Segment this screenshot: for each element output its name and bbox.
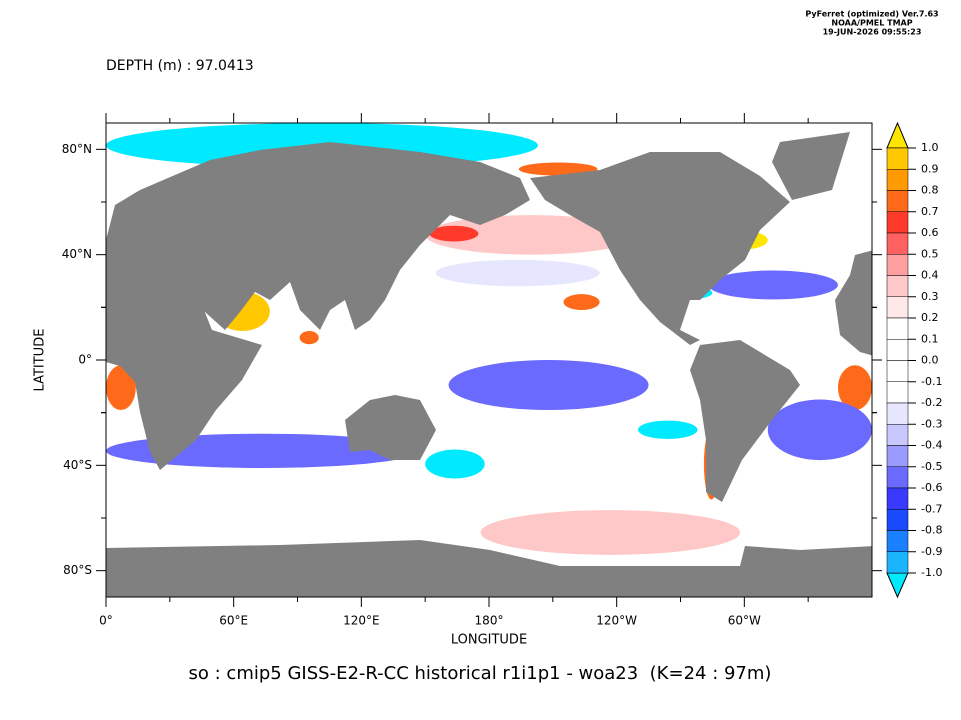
colorbar-bottom (886, 572, 909, 599)
y-tick-label: 40°S (63, 458, 92, 472)
x-tick-label: 120°W (596, 614, 637, 628)
colorbar-label: 0.0 (921, 354, 939, 367)
field-patch (448, 360, 649, 411)
colorbar-label: 0.6 (921, 226, 939, 239)
plot-area (106, 123, 872, 597)
field-patch (425, 449, 485, 479)
colorbar-band (886, 402, 909, 425)
field-patch (480, 510, 741, 555)
colorbar-band (886, 317, 909, 340)
field-patch (299, 331, 319, 345)
colorbar-label: -0.6 (921, 481, 942, 494)
colorbar-label: 0.7 (921, 205, 939, 218)
colorbar-band (886, 275, 909, 297)
colorbar-band (886, 296, 909, 319)
y-tick-label: 80°N (62, 142, 92, 156)
field-patch (767, 399, 872, 461)
greenland (772, 132, 850, 200)
colorbar-band (886, 551, 909, 574)
colorbar-label: 0.8 (921, 184, 939, 197)
colorbar-band (886, 487, 909, 510)
x-tick-label: 0° (99, 614, 113, 628)
x-tick-label: 120°E (343, 614, 380, 628)
chart-title: so : cmip5 GISS-E2-R-CC historical r1i1p… (189, 663, 772, 684)
y-axis-label: LATITUDE (33, 329, 48, 392)
colorbar-label: -0.7 (921, 502, 942, 515)
x-axis-label: LONGITUDE (451, 633, 527, 648)
colorbar-label: 0.1 (921, 332, 939, 345)
field-patch (637, 420, 698, 439)
header-line: 19-JUN-2026 09:55:23 (823, 28, 922, 37)
colorbar-label: 0.5 (921, 247, 939, 260)
eurasia-africa (106, 142, 530, 470)
colorbar-label: -0.1 (921, 375, 942, 388)
header-line: NOAA/PMEL TMAP (831, 19, 912, 28)
colorbar-band (886, 254, 909, 276)
colorbar-band (886, 147, 909, 170)
colorbar-label: 0.3 (921, 290, 939, 303)
colorbar-label: -0.2 (921, 396, 942, 409)
y-tick-label: 0° (78, 353, 92, 367)
land (106, 132, 872, 597)
colorbar-band (886, 424, 909, 446)
colorbar-band (886, 169, 909, 191)
field-patch (106, 365, 136, 411)
colorbar-label: 0.9 (921, 162, 939, 175)
field-patch (435, 259, 600, 287)
field-patch (518, 162, 598, 176)
australia (345, 395, 436, 460)
colorbar-label: -0.5 (921, 460, 942, 473)
colorbar-label: -1.0 (921, 566, 942, 579)
colorbar-band (886, 530, 909, 552)
x-tick-label: 60°W (728, 614, 761, 628)
colorbar-band (886, 445, 909, 467)
field-patch (429, 225, 479, 242)
colorbar-label: -0.9 (921, 545, 942, 558)
colorbar-label: 1.0 (921, 141, 939, 154)
field-patch (837, 365, 872, 411)
colorbar-band (886, 339, 909, 361)
field-patch (425, 215, 638, 255)
field-patch (563, 294, 600, 310)
colorbar-band (886, 466, 909, 489)
colorbar-label: -0.8 (921, 524, 942, 537)
y-tick-label: 40°N (62, 247, 92, 261)
colorbar-label: -0.4 (921, 439, 942, 452)
colorbar-label: -0.3 (921, 417, 942, 430)
subtitle: DEPTH (m) : 97.0413 (106, 58, 254, 74)
colorbar-band (886, 360, 909, 382)
colorbar-band (886, 509, 909, 531)
x-tick-label: 180° (475, 614, 504, 628)
colorbar-band (886, 211, 909, 234)
west-africa (835, 250, 872, 356)
colorbar-label: 0.4 (921, 269, 939, 282)
antarctica (106, 540, 872, 597)
colorbar-band (886, 190, 909, 212)
north-america (530, 152, 790, 345)
header-line: PyFerret (optimized) Ver.7.63 (805, 10, 938, 19)
south-america (690, 340, 800, 502)
colorbar-band (886, 232, 909, 255)
colorbar-label: 0.2 (921, 311, 939, 324)
y-tick-label: 80°S (63, 563, 92, 577)
field-patch (708, 270, 838, 300)
x-tick-label: 60°E (219, 614, 248, 628)
colorbar-top (886, 121, 909, 149)
colorbar-band (886, 381, 909, 404)
